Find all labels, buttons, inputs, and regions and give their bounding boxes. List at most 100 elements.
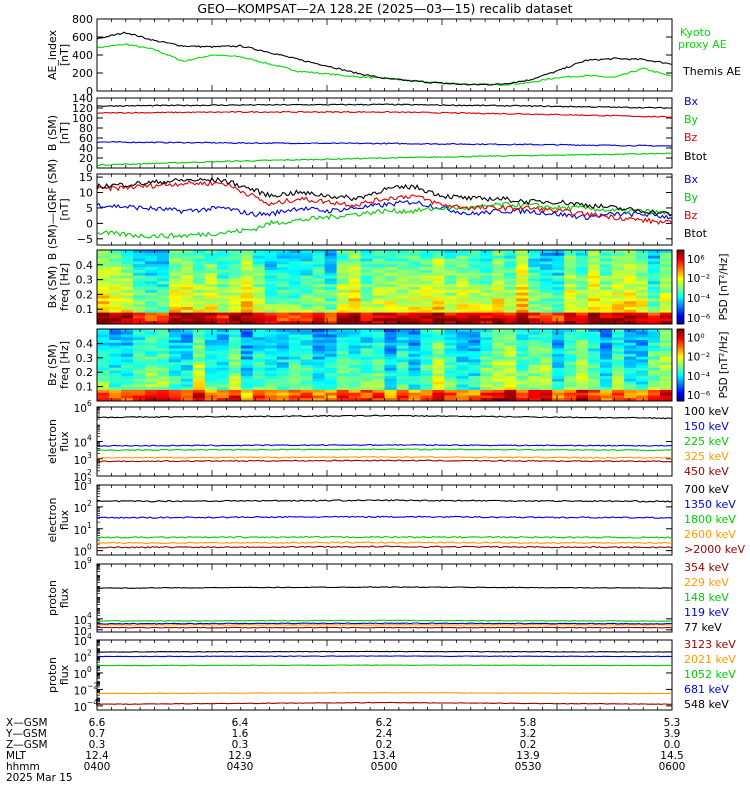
spectrogram-cell: [372, 334, 385, 338]
spectrogram-cell: [372, 258, 385, 262]
spectrogram-cell: [528, 252, 541, 256]
spectrogram-cell: [576, 255, 589, 259]
spectrogram-cell: [432, 345, 445, 349]
spectrogram-cell: [588, 269, 601, 274]
spectrogram-cell: [144, 348, 158, 352]
spectrogram-cell: [121, 395, 134, 399]
spectrogram-cell: [360, 289, 373, 293]
colorbar-step: [677, 290, 684, 294]
spectrogram-cell: [444, 359, 457, 363]
axis-row-label: X—GSM: [6, 717, 48, 729]
spectrogram-cell: [324, 255, 337, 259]
legend-bsm-bx: Bx: [684, 95, 699, 108]
spectrogram-cell: [576, 342, 589, 346]
spectrogram-cell: [372, 284, 385, 288]
spectrogram-cell: [312, 392, 325, 396]
spectrogram-cell: [288, 337, 302, 341]
spectrogram-cell: [408, 342, 421, 346]
spectrogram-cell: [348, 267, 361, 271]
series-btot-line: [97, 103, 672, 109]
spectrogram-cell: [192, 298, 206, 302]
panel-4-ytick-label: 0.4: [76, 337, 94, 350]
spectrogram-cell: [468, 304, 481, 308]
spectrogram-cell: [276, 267, 290, 271]
spectrogram-cell: [97, 376, 110, 380]
spectrogram-cell: [600, 255, 613, 259]
spectrogram-cell: [564, 329, 577, 333]
spectrogram-cell: [360, 381, 373, 385]
spectrogram-cell: [252, 315, 266, 319]
spectrogram-cell: [564, 278, 577, 282]
spectrogram-cell: [540, 351, 553, 355]
spectrogram-cell: [504, 337, 517, 341]
spectrogram-cell: [372, 295, 385, 299]
spectrogram-cell: [444, 267, 457, 271]
spectrogram-cell: [264, 318, 278, 322]
spectrogram-cell: [636, 329, 649, 333]
spectrogram-cell: [660, 359, 673, 363]
spectrogram-cell: [588, 398, 601, 402]
spectrogram-cell: [180, 304, 194, 308]
spectrogram-cell: [276, 272, 290, 276]
spectrogram-cell: [264, 331, 278, 335]
spectrogram-cell: [300, 295, 313, 299]
spectrogram-cell: [552, 264, 565, 268]
spectrogram-cell: [588, 315, 601, 319]
spectrogram-cell: [540, 370, 553, 374]
spectrogram-cell: [432, 289, 445, 293]
spectrogram-cell: [372, 264, 385, 268]
spectrogram-cell: [396, 334, 409, 338]
panel-1-ytick-label: 100: [72, 112, 93, 125]
spectrogram-cell: [660, 376, 673, 380]
spectrogram-cell: [528, 384, 541, 388]
spectrogram-cell: [121, 267, 134, 271]
spectrogram-cell: [132, 289, 146, 293]
spectrogram-cell: [456, 340, 469, 344]
spectrogram-cell: [156, 395, 170, 399]
spectrogram-cell: [180, 376, 194, 380]
spectrogram-cell: [312, 298, 325, 302]
spectrogram-cell: [636, 353, 649, 358]
colorbar-step: [677, 298, 684, 301]
spectrogram-cell: [600, 269, 613, 274]
spectrogram-cell: [576, 340, 589, 344]
spectrogram-cell: [156, 295, 170, 299]
spectrogram-cell: [168, 309, 182, 313]
spectrogram-cell: [624, 275, 637, 279]
spectrogram-cell: [396, 387, 409, 391]
spectrogram-cell: [516, 334, 529, 338]
spectrogram-cell: [600, 367, 613, 371]
spectrogram-cell: [360, 389, 373, 394]
spectrogram-cell: [588, 387, 601, 391]
spectrogram-cell: [276, 255, 290, 259]
spectrogram-cell: [252, 284, 266, 288]
spectrogram-cell: [516, 337, 529, 341]
spectrogram-cell: [240, 267, 254, 271]
spectrogram-cell: [288, 353, 302, 358]
spectrogram-cell: [276, 284, 290, 288]
spectrogram-cell: [396, 301, 409, 305]
spectrogram-cell: [468, 340, 481, 344]
spectrogram-cell: [372, 329, 385, 333]
spectrogram-cell: [240, 321, 254, 325]
colorbar-step: [677, 357, 684, 361]
spectrogram-cell: [504, 272, 517, 276]
spectrogram-cell: [564, 365, 577, 369]
spectrogram-cell: [372, 378, 385, 382]
spectrogram-cell: [576, 309, 589, 313]
spectrogram-cell: [492, 389, 505, 394]
spectrogram-cell: [97, 250, 110, 254]
spectrogram-cell: [276, 353, 290, 358]
spectrogram-cell: [300, 359, 313, 363]
spectrogram-cell: [636, 381, 649, 385]
axis-row-value: 0500: [371, 761, 398, 773]
spectrogram-cell: [276, 392, 290, 396]
spectrogram-cell: [192, 370, 206, 374]
spectrogram-cell: [420, 261, 433, 265]
spectrogram-cell: [432, 353, 445, 358]
spectrogram-cell: [480, 264, 493, 268]
spectrogram-cell: [204, 318, 218, 322]
spectrogram-cell: [372, 370, 385, 374]
colorbar-label: PSD [nT²/Hz]: [718, 254, 730, 321]
spectrogram-cell: [492, 272, 505, 276]
